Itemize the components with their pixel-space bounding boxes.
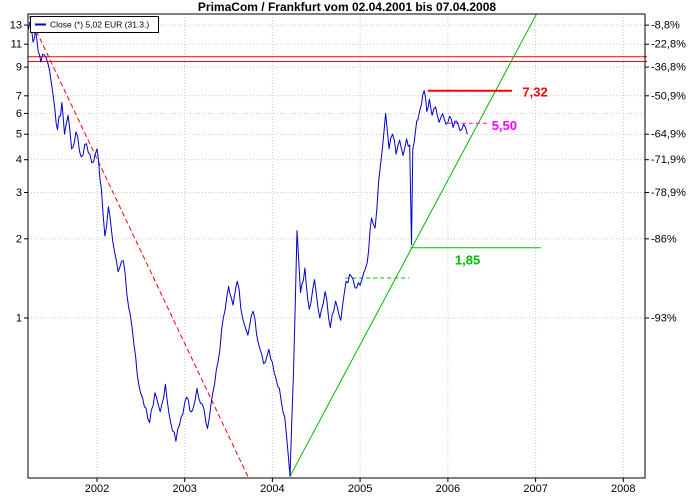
y-axis-label: 5	[16, 129, 22, 141]
x-axis-label: 2004	[260, 483, 284, 495]
y-axis-label: 4	[16, 154, 22, 166]
x-axis-label: 2003	[172, 483, 196, 495]
y-axis-label: 1	[16, 313, 22, 325]
x-axis-label: 2006	[436, 483, 460, 495]
level-550-label: 5,50	[492, 118, 517, 133]
gridlines	[28, 14, 645, 478]
legend: Close (*) 5,02 EUR (31.3.)	[30, 16, 159, 33]
y-axis-label: 2	[16, 233, 22, 245]
right-axis-label: -86%	[651, 233, 677, 245]
right-axis-label: -93%	[651, 313, 677, 325]
right-axis-label: -8,8%	[651, 20, 680, 32]
axes: 13 11 9 7 6 5 4 3 2 1 -8,8% -22,8% -36,8% -50,9% -64,9…	[10, 20, 686, 495]
y-axis-label: 3	[16, 187, 22, 199]
x-axis-label: 2007	[523, 483, 547, 495]
legend-label: Close (*) 5,02 EUR (31.3.)	[50, 20, 149, 30]
support-level-185-label: 1,85	[455, 252, 480, 267]
y-axis-label: 7	[16, 90, 22, 102]
right-axis-label: -50,9%	[651, 90, 686, 102]
right-axis-label: -22,8%	[651, 39, 686, 51]
plot-border	[27, 13, 646, 479]
chart-title: PrimaCom / Frankfurt vom 02.04.2001 bis …	[198, 0, 496, 14]
target-level-732-label: 7,32	[522, 85, 547, 100]
y-axis-label: 13	[10, 20, 22, 32]
right-axis-label: -36,8%	[651, 62, 686, 74]
y-axis-label: 9	[16, 62, 22, 74]
y-axis-label: 6	[16, 108, 22, 120]
x-axis-label: 2005	[348, 483, 372, 495]
y-axis-label: 11	[11, 39, 22, 51]
x-axis-label: 2002	[85, 483, 109, 495]
price-line	[28, 21, 468, 477]
downtrend-line	[29, 16, 250, 479]
right-axis-label: -71,9%	[651, 154, 686, 166]
annotations: 7,32 5,50 1,85	[28, 13, 647, 479]
x-axis-label: 2008	[611, 483, 635, 495]
price-series	[28, 21, 468, 477]
legend-box	[30, 16, 159, 33]
right-axis-label: -64,9%	[651, 129, 686, 141]
right-axis-label: -78,9%	[651, 187, 686, 199]
uptrend-line	[289, 13, 537, 477]
